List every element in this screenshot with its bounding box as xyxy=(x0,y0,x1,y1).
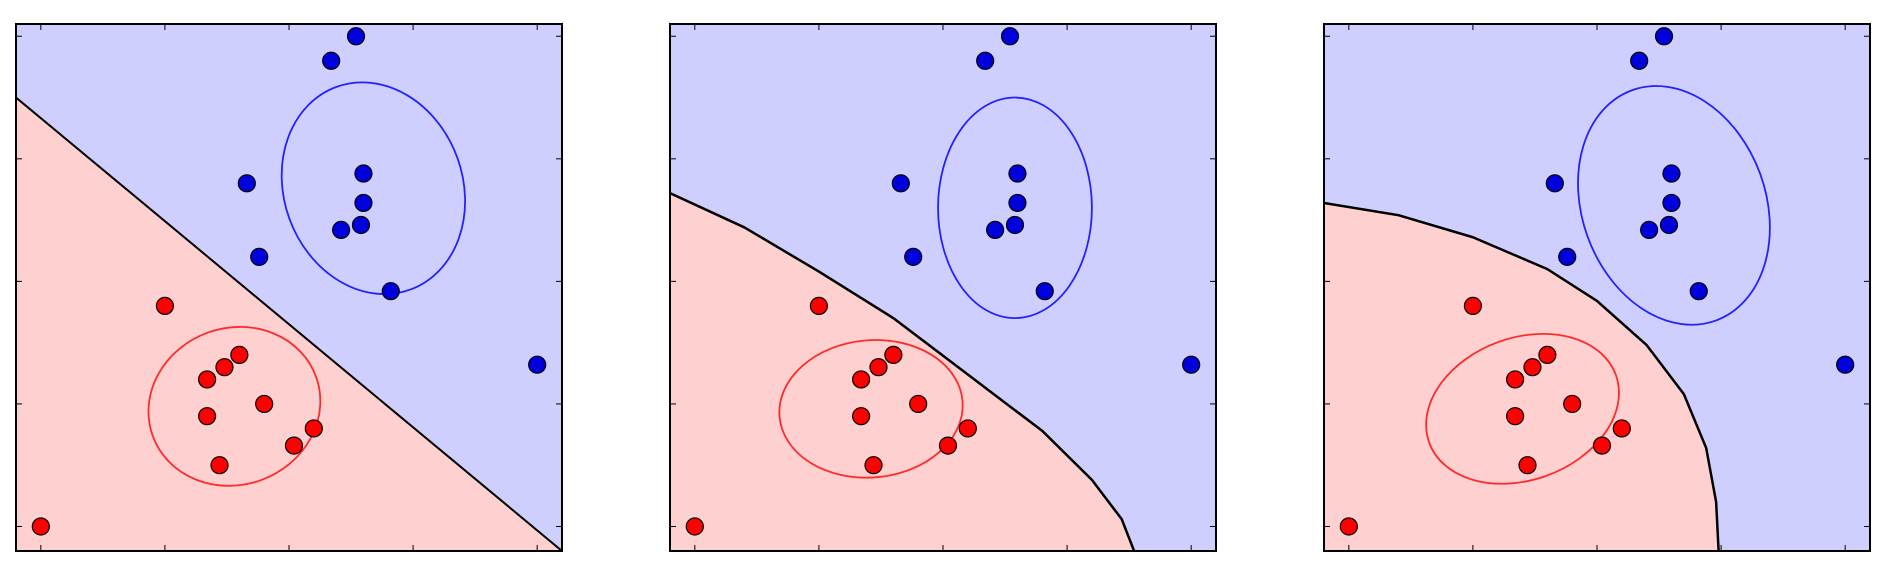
point-red xyxy=(851,407,871,426)
point-blue xyxy=(1640,220,1659,239)
ellipse-blue xyxy=(280,81,466,295)
point-red xyxy=(1592,436,1612,455)
point-blue xyxy=(1662,193,1681,213)
point-blue xyxy=(1558,247,1577,266)
point-blue xyxy=(528,355,547,374)
point-blue xyxy=(986,220,1005,239)
point-red xyxy=(198,370,217,389)
ellipse-red xyxy=(147,326,322,487)
point-blue xyxy=(1008,164,1027,183)
chart-panel-1 xyxy=(15,23,563,552)
point-red xyxy=(1612,419,1631,438)
point-red xyxy=(1339,517,1358,536)
point-red xyxy=(884,345,903,365)
point-red xyxy=(864,456,883,475)
region-red xyxy=(670,193,1135,551)
point-blue xyxy=(346,27,366,46)
point-red xyxy=(31,517,50,536)
point-red xyxy=(938,436,958,455)
point-red xyxy=(809,296,829,315)
point-blue xyxy=(1035,282,1054,301)
decision-boundary xyxy=(16,96,562,551)
point-red xyxy=(198,407,217,426)
point-blue xyxy=(351,215,371,235)
point-red xyxy=(1505,407,1525,426)
point-blue xyxy=(354,193,373,213)
point-red xyxy=(230,345,249,365)
point-red xyxy=(1518,456,1537,475)
point-blue xyxy=(1005,215,1025,235)
point-red xyxy=(1463,296,1483,315)
point-red xyxy=(909,394,928,414)
plot-area xyxy=(1324,24,1870,551)
decision-boundary xyxy=(1324,201,1720,551)
point-blue xyxy=(1659,215,1679,235)
point-red xyxy=(1563,394,1582,414)
ellipse-red xyxy=(778,339,964,479)
point-red xyxy=(1523,358,1542,377)
point-blue xyxy=(904,247,923,266)
point-red xyxy=(255,394,274,414)
point-blue xyxy=(976,51,995,70)
ellipse-blue xyxy=(937,96,1093,320)
point-red xyxy=(284,436,304,455)
ellipse-blue xyxy=(1577,85,1771,326)
point-red xyxy=(210,456,229,475)
point-blue xyxy=(1545,174,1564,193)
point-blue xyxy=(1689,282,1708,301)
plot-area xyxy=(670,24,1216,551)
point-blue xyxy=(322,51,341,70)
point-red xyxy=(304,419,323,438)
point-blue xyxy=(1654,27,1674,46)
point-red xyxy=(851,370,871,389)
point-red xyxy=(1538,345,1557,365)
chart-panel-2 xyxy=(669,23,1217,552)
point-red xyxy=(685,517,704,536)
point-blue xyxy=(237,174,256,193)
chart-panel-3 xyxy=(1323,23,1871,552)
point-red xyxy=(215,358,234,377)
point-blue xyxy=(1662,164,1681,183)
point-blue xyxy=(1836,355,1855,374)
point-blue xyxy=(381,282,400,301)
point-red xyxy=(869,358,888,377)
point-red xyxy=(1505,370,1525,389)
point-blue xyxy=(354,164,373,183)
point-blue xyxy=(1000,27,1020,46)
point-blue xyxy=(250,247,269,266)
decision-boundary xyxy=(670,191,1136,551)
point-red xyxy=(958,419,977,438)
plot-area xyxy=(16,24,562,551)
point-blue xyxy=(891,174,910,193)
ellipse-red xyxy=(1425,333,1620,485)
point-blue xyxy=(1008,193,1027,213)
point-blue xyxy=(332,220,351,239)
point-blue xyxy=(1182,355,1201,374)
point-blue xyxy=(1630,51,1649,70)
point-red xyxy=(155,296,175,315)
